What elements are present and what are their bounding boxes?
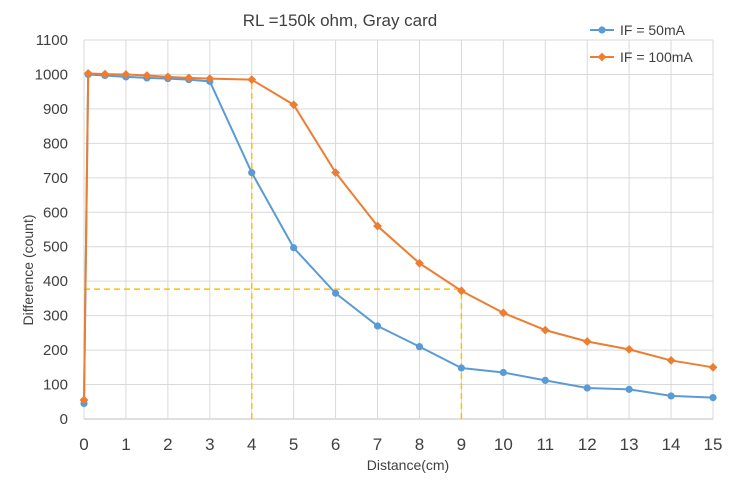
y-tick-label: 700 [43, 170, 68, 187]
legend-label: IF = 100mA [620, 49, 693, 65]
series-line [83, 72, 714, 401]
x-tick-label: 13 [620, 435, 639, 454]
y-tick-label: 500 [43, 239, 68, 256]
data-point [582, 337, 592, 346]
data-point [597, 52, 607, 62]
y-tick-labels: 0 100 200 300 400 500 600 700 800 900 1000 1100 [35, 32, 68, 428]
y-axis-label: Difference (count) [20, 214, 36, 325]
x-tick-label: 8 [415, 435, 424, 454]
data-point [541, 376, 549, 385]
data-point [163, 72, 173, 82]
data-point [142, 71, 152, 80]
y-tick-label: 100 [43, 377, 68, 394]
x-tick-label: 0 [79, 435, 88, 454]
y-tick-label: 600 [43, 204, 68, 221]
legend-item: IF = 50mA [590, 22, 686, 38]
data-point [457, 364, 465, 372]
data-point [373, 221, 382, 231]
data-point [709, 394, 717, 402]
data-point [415, 343, 424, 351]
x-tick-label: 10 [494, 435, 513, 454]
data-point [499, 368, 507, 377]
legend-item: IF = 100mA [590, 49, 693, 65]
y-tick-label: 900 [43, 101, 68, 118]
data-point [583, 384, 591, 392]
series-group [79, 69, 718, 408]
data-point [121, 70, 131, 79]
x-tick-labels: 0 1 2 3 4 5 6 7 8 9 10 11 12 13 14 15 [79, 435, 722, 454]
x-tick-label: 14 [662, 435, 681, 454]
x-tick-label: 15 [704, 435, 723, 454]
x-tick-label: 7 [373, 435, 382, 454]
y-tick-label: 0 [60, 411, 68, 428]
data-point [289, 100, 299, 110]
data-point [248, 169, 256, 177]
data-point [205, 74, 215, 83]
x-tick-label: 2 [163, 435, 172, 454]
series-2 [79, 69, 718, 405]
chart-title: RL =150k ohm, Gray card [243, 11, 438, 30]
x-tick-label: 12 [578, 435, 597, 454]
x-tick-label: 5 [289, 435, 298, 454]
data-point [598, 26, 606, 34]
data-point [100, 69, 110, 79]
x-tick-label: 1 [121, 435, 130, 454]
data-point [667, 392, 675, 400]
legend-label: IF = 50mA [620, 22, 686, 38]
y-tick-label: 200 [43, 342, 68, 359]
x-tick-label: 11 [536, 435, 554, 454]
x-axis-label: Distance(cm) [367, 457, 449, 473]
reference-lines [84, 79, 463, 419]
data-point [708, 362, 718, 372]
data-point [625, 385, 633, 393]
data-point [331, 168, 340, 178]
legend: IF = 50mA IF = 100mA [590, 22, 693, 65]
y-tick-label: 800 [43, 135, 68, 152]
series-line [83, 73, 714, 404]
data-point [498, 308, 508, 318]
x-tick-label: 6 [331, 435, 340, 454]
data-point [247, 75, 257, 85]
data-point [624, 345, 634, 354]
data-point [415, 258, 424, 268]
y-tick-label: 300 [43, 308, 68, 325]
y-tick-label: 400 [43, 273, 68, 290]
data-point [666, 356, 676, 365]
series-1 [80, 70, 717, 408]
data-point [184, 73, 194, 83]
data-point [83, 69, 93, 78]
x-tick-label: 4 [247, 435, 256, 454]
data-point [540, 325, 550, 335]
data-point [79, 395, 89, 405]
y-tick-label: 1100 [36, 32, 68, 49]
data-point [373, 322, 382, 330]
x-tick-label: 3 [205, 435, 214, 454]
data-point [290, 244, 298, 252]
data-point [332, 289, 340, 297]
y-tick-label: 1000 [35, 66, 68, 83]
gridlines [83, 39, 714, 420]
data-point [457, 286, 466, 296]
x-tick-label: 9 [457, 435, 466, 454]
